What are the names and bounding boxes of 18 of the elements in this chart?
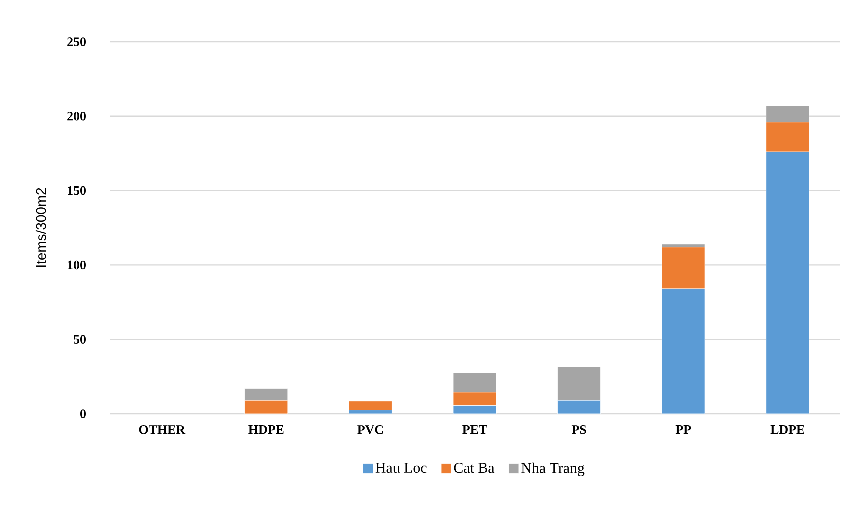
x-tick-label: HDPE [248,426,284,434]
x-tick-label: OTHER [139,426,186,434]
y-axis-title: Items/300m2 [36,188,46,268]
bar [349,401,392,410]
x-tick-label: PS [572,426,586,434]
x-tick-label: LDPE [770,426,804,434]
legend-label: Nha Trang [522,462,585,476]
y-tick-label: 50 [74,335,86,344]
x-tick-label: PET [462,426,488,434]
x-tick-label: PVC [358,426,384,434]
y-tick-label: 200 [68,112,86,121]
x-tick-label: PP [676,426,692,434]
y-tick-label: 100 [68,260,86,270]
y-tick-label: 0 [80,410,86,418]
legend-label: Cat Ba [454,463,495,474]
y-tick-label: 250 [68,38,86,46]
y-tick-label: 150 [68,186,86,196]
legend-label: Hau Loc [376,463,427,474]
